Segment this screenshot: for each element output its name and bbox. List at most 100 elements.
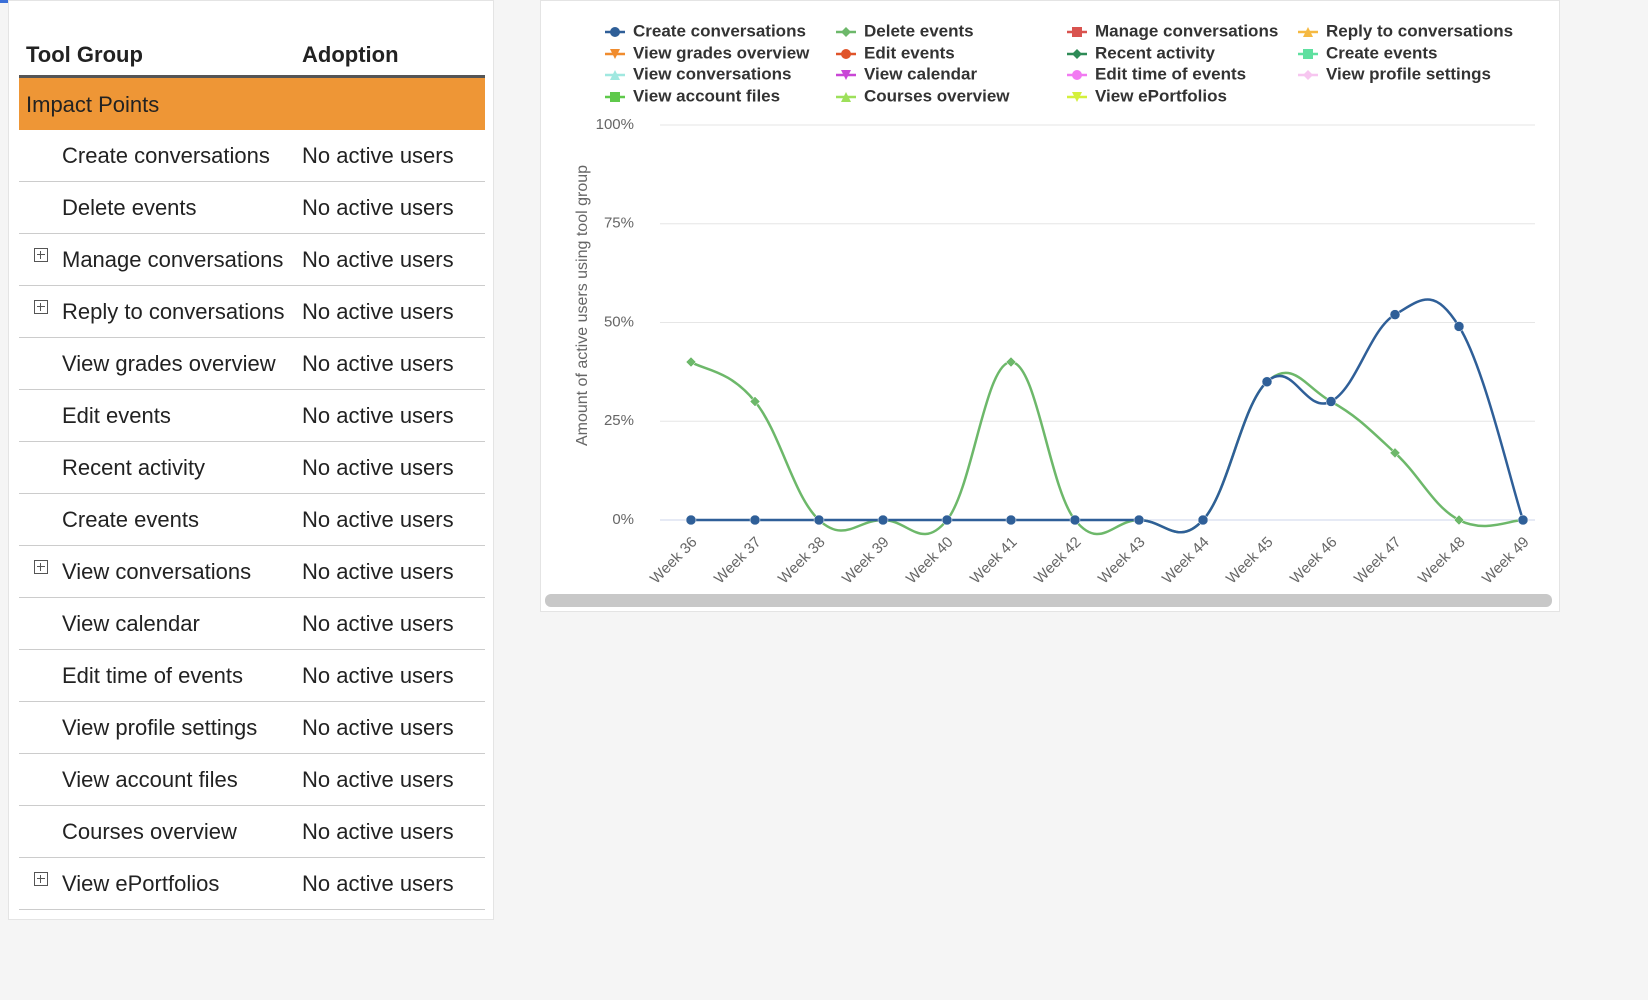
tool-name: Reply to conversations — [62, 299, 285, 324]
legend-item[interactable]: View profile settings — [1298, 64, 1491, 83]
x-tick-label: Week 46 — [1287, 534, 1341, 588]
legend-label: View conversations — [633, 64, 791, 83]
expand-icon[interactable] — [34, 300, 48, 314]
series-line — [690, 360, 1524, 536]
tool-name: Edit events — [62, 403, 171, 428]
legend-item[interactable]: Recent activity — [1067, 43, 1216, 62]
tool-name: View grades overview — [62, 351, 276, 376]
legend-label: Edit events — [864, 43, 955, 62]
group-row: Impact Points — [19, 78, 485, 130]
table-row: Delete events No active users — [19, 182, 485, 234]
y-tick-label: 25% — [604, 412, 634, 429]
tool-name: View account files — [62, 767, 238, 792]
expand-icon[interactable] — [34, 872, 48, 886]
x-tick-label: Week 43 — [1095, 534, 1149, 588]
adoption-value: No active users — [302, 611, 454, 636]
adoption-value: No active users — [302, 559, 454, 584]
y-tick-label: 0% — [612, 511, 634, 528]
legend-item[interactable]: View grades overview — [605, 43, 810, 62]
table-header: Tool Group Adoption — [19, 35, 485, 78]
legend-symbol — [1303, 27, 1313, 37]
data-point — [685, 514, 697, 526]
adoption-value: No active users — [302, 455, 454, 480]
legend-item[interactable]: View ePortfolios — [1067, 86, 1227, 105]
data-point — [749, 396, 761, 407]
legend-symbol — [610, 27, 620, 37]
y-axis-title: Amount of active users using tool group — [574, 165, 591, 446]
tool-name: View profile settings — [62, 715, 258, 740]
x-tick-label: Week 37 — [711, 534, 765, 588]
expand-icon[interactable] — [34, 560, 48, 574]
y-tick-label: 75% — [604, 215, 634, 232]
data-point — [1069, 514, 1081, 526]
legend-label: View profile settings — [1326, 64, 1491, 83]
table-row: View ePortfolios No active users — [19, 858, 485, 910]
legend-symbol — [841, 70, 851, 80]
legend-symbol — [610, 49, 620, 59]
data-point — [685, 356, 697, 368]
legend-label: Recent activity — [1095, 43, 1216, 62]
data-point — [1005, 356, 1017, 368]
y-tick-label: 50% — [604, 313, 634, 330]
data-point — [1517, 514, 1529, 526]
legend-symbol — [1072, 49, 1082, 59]
tool-name: Edit time of events — [62, 663, 243, 688]
x-tick-label: Week 44 — [1159, 534, 1213, 588]
data-point — [1389, 309, 1401, 320]
legend-item[interactable]: View account files — [605, 86, 780, 105]
table-row: Manage conversations No active users — [19, 234, 485, 286]
data-point — [1261, 376, 1273, 387]
legend-label: Reply to conversations — [1326, 21, 1513, 40]
tool-name: View conversations — [62, 559, 252, 584]
x-tick-label: Week 47 — [1351, 534, 1405, 588]
adoption-value: No active users — [302, 507, 454, 532]
x-tick-label: Week 40 — [903, 534, 957, 588]
legend-item[interactable]: Create events — [1298, 43, 1438, 62]
adoption-value: No active users — [302, 195, 454, 220]
tool-name: Recent activity — [62, 455, 206, 480]
x-tick-label: Week 45 — [1223, 534, 1277, 588]
scrollbar — [545, 594, 1552, 607]
legend-label: Delete events — [864, 21, 974, 40]
legend-item[interactable]: Delete events — [836, 21, 974, 40]
adoption-value: No active users — [302, 819, 454, 844]
tool-name: Manage conversations — [62, 247, 284, 272]
tool-name: View calendar — [62, 611, 200, 636]
scrollbar-track — [593, 586, 1535, 594]
table-row: View grades overview No active users — [19, 338, 485, 390]
adoption-value: No active users — [302, 247, 454, 272]
table-body: Create conversations No active users Delet… — [19, 130, 485, 910]
data-point — [1325, 396, 1337, 407]
legend-item[interactable]: Edit events — [836, 43, 955, 62]
legend-label: Edit time of events — [1095, 64, 1246, 83]
legend-label: Create conversations — [633, 21, 806, 40]
table-row: Courses overview No active users — [19, 806, 485, 858]
adoption-value: No active users — [302, 143, 454, 168]
table-row: View conversations No active users — [19, 546, 485, 598]
expand-icon[interactable] — [34, 248, 48, 262]
x-tick-label: Week 36 — [647, 534, 701, 588]
table: Tool Group Adoption Impact Points Create… — [19, 35, 485, 910]
legend-symbol — [1303, 70, 1313, 80]
legend-item[interactable]: View conversations — [605, 64, 791, 83]
legend-symbol — [841, 49, 851, 59]
tool-name: Courses overview — [62, 819, 237, 844]
legend-item[interactable]: Reply to conversations — [1298, 21, 1513, 40]
data-point — [749, 514, 761, 526]
table-row: Create conversations No active users — [19, 130, 485, 182]
table-row: Edit time of events No active users — [19, 650, 485, 702]
adoption-value: No active users — [302, 351, 454, 376]
legend-label: Manage conversations — [1095, 21, 1278, 40]
table-row: Edit events No active users — [19, 390, 485, 442]
data-point — [941, 514, 953, 526]
x-tick-label: Week 42 — [1031, 534, 1085, 588]
legend-item[interactable]: Edit time of events — [1067, 64, 1246, 83]
table-row: Reply to conversations No active users — [19, 286, 485, 338]
legend-item[interactable]: Manage conversations — [1067, 21, 1278, 40]
legend-symbol — [841, 27, 851, 37]
legend-item[interactable]: View calendar — [836, 64, 977, 83]
legend-item[interactable]: Courses overview — [836, 86, 1010, 105]
group-label: Impact Points — [26, 92, 160, 117]
legend-item[interactable]: Create conversations — [605, 21, 806, 40]
